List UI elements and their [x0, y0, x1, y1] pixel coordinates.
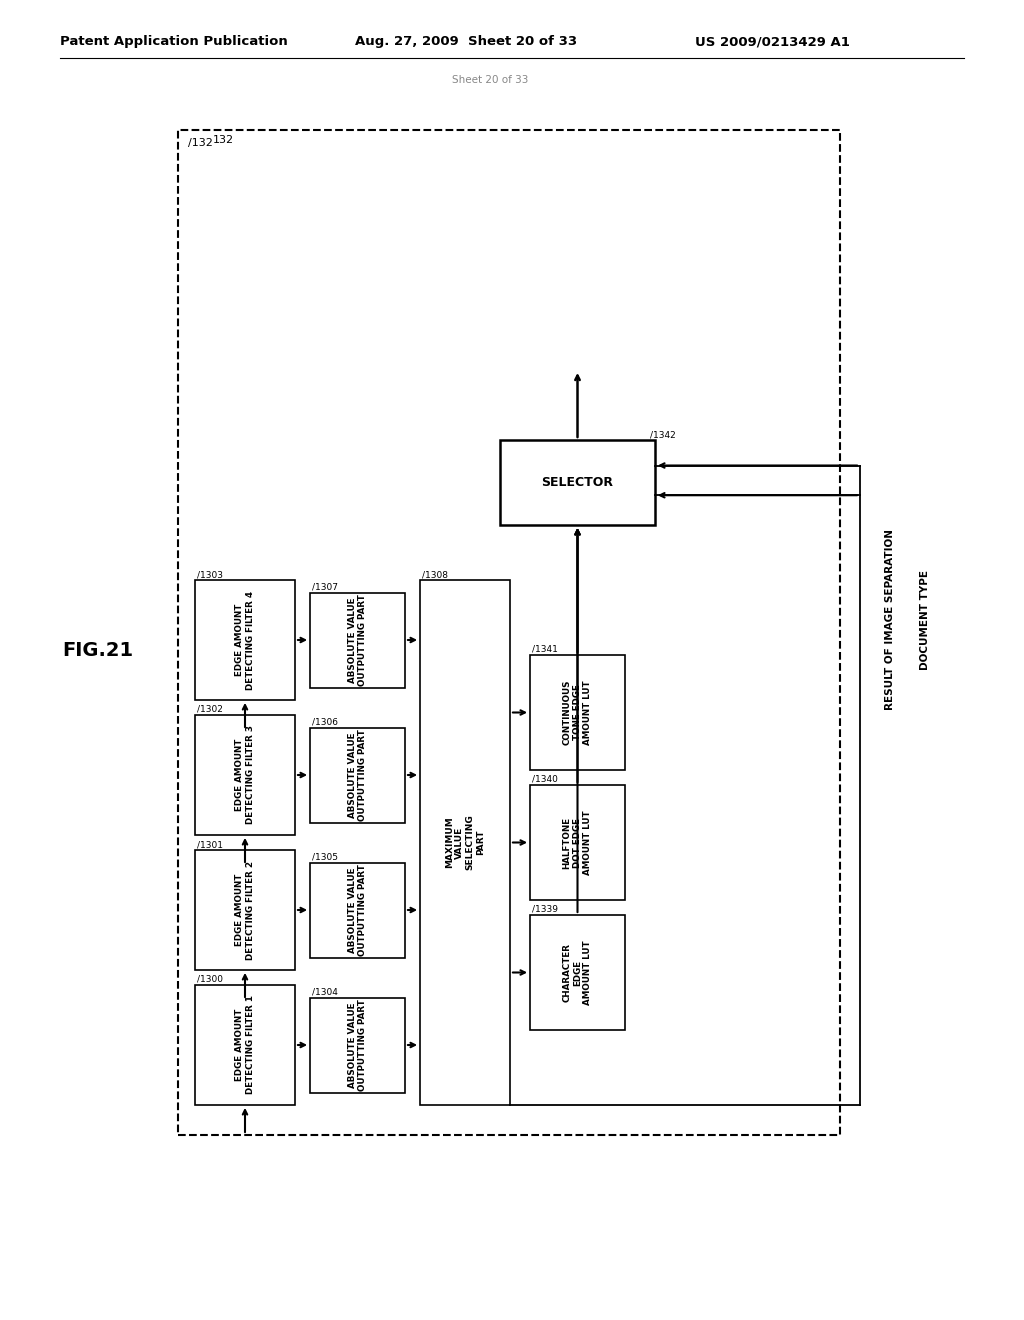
FancyBboxPatch shape: [195, 850, 295, 970]
Text: Patent Application Publication: Patent Application Publication: [60, 36, 288, 49]
Text: DOCUMENT TYPE: DOCUMENT TYPE: [920, 570, 930, 671]
Text: /1306: /1306: [312, 718, 338, 726]
FancyBboxPatch shape: [530, 785, 625, 900]
Text: /1302: /1302: [197, 705, 223, 714]
Text: HALFTONE
DOT EDGE
AMOUNT LUT: HALFTONE DOT EDGE AMOUNT LUT: [562, 810, 593, 875]
FancyBboxPatch shape: [420, 579, 510, 1105]
FancyBboxPatch shape: [310, 998, 406, 1093]
Text: /1303: /1303: [197, 570, 223, 579]
Text: Aug. 27, 2009  Sheet 20 of 33: Aug. 27, 2009 Sheet 20 of 33: [355, 36, 578, 49]
Text: /1339: /1339: [532, 906, 558, 913]
Text: CONTINUOUS
TONE EDGE
AMOUNT LUT: CONTINUOUS TONE EDGE AMOUNT LUT: [562, 680, 593, 746]
Text: /1342: /1342: [650, 430, 676, 440]
Text: EDGE AMOUNT
DETECTING FILTER 3: EDGE AMOUNT DETECTING FILTER 3: [236, 726, 255, 825]
Text: /1305: /1305: [312, 853, 338, 862]
FancyBboxPatch shape: [195, 579, 295, 700]
FancyBboxPatch shape: [530, 655, 625, 770]
FancyBboxPatch shape: [500, 440, 655, 525]
Text: EDGE AMOUNT
DETECTING FILTER 1: EDGE AMOUNT DETECTING FILTER 1: [236, 995, 255, 1094]
Text: RESULT OF IMAGE SEPARATION: RESULT OF IMAGE SEPARATION: [885, 529, 895, 710]
Text: CHARACTER
EDGE
AMOUNT LUT: CHARACTER EDGE AMOUNT LUT: [562, 940, 593, 1005]
FancyBboxPatch shape: [195, 715, 295, 836]
Text: ABSOLUTE VALUE
OUTPUTTING PART: ABSOLUTE VALUE OUTPUTTING PART: [348, 729, 368, 821]
Text: SELECTOR: SELECTOR: [542, 477, 613, 488]
Text: /1301: /1301: [197, 840, 223, 849]
Text: US 2009/0213429 A1: US 2009/0213429 A1: [695, 36, 850, 49]
Text: /1307: /1307: [312, 582, 338, 591]
Text: /1300: /1300: [197, 975, 223, 983]
FancyBboxPatch shape: [310, 862, 406, 957]
Text: ABSOLUTE VALUE
OUTPUTTING PART: ABSOLUTE VALUE OUTPUTTING PART: [348, 999, 368, 1090]
Text: ABSOLUTE VALUE
OUTPUTTING PART: ABSOLUTE VALUE OUTPUTTING PART: [348, 865, 368, 956]
Text: /1308: /1308: [422, 570, 449, 579]
Text: EDGE AMOUNT
DETECTING FILTER 4: EDGE AMOUNT DETECTING FILTER 4: [236, 590, 255, 689]
Text: MAXIMUM
VALUE
SELECTING
PART: MAXIMUM VALUE SELECTING PART: [444, 814, 485, 870]
FancyBboxPatch shape: [310, 593, 406, 688]
FancyBboxPatch shape: [530, 915, 625, 1030]
Text: /132: /132: [188, 139, 213, 148]
Text: /1304: /1304: [312, 987, 338, 997]
FancyBboxPatch shape: [195, 985, 295, 1105]
Text: 132: 132: [213, 135, 234, 145]
FancyBboxPatch shape: [178, 129, 840, 1135]
Text: /1341: /1341: [532, 645, 558, 653]
Text: Sheet 20 of 33: Sheet 20 of 33: [452, 75, 528, 84]
Text: EDGE AMOUNT
DETECTING FILTER 2: EDGE AMOUNT DETECTING FILTER 2: [236, 861, 255, 960]
Text: /1340: /1340: [532, 775, 558, 784]
Text: ABSOLUTE VALUE
OUTPUTTING PART: ABSOLUTE VALUE OUTPUTTING PART: [348, 594, 368, 686]
FancyBboxPatch shape: [310, 727, 406, 822]
Text: FIG.21: FIG.21: [62, 640, 133, 660]
